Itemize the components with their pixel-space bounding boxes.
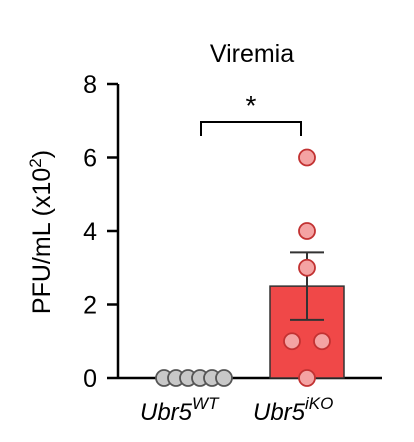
data-point-1-4 — [313, 332, 331, 351]
y-axis-label-main: PFU/mL (x10 — [28, 168, 56, 314]
y-tick-label-2: 4 — [83, 218, 97, 246]
data-point-1-0 — [298, 148, 316, 167]
category-1-sup: iKO — [305, 394, 333, 413]
significance-bracket: * — [200, 90, 302, 136]
data-point-0-5 — [215, 369, 233, 387]
category-label-1: Ubr5iKO — [253, 394, 333, 426]
data-point-1-1 — [298, 222, 316, 240]
data-point-1-3 — [283, 332, 301, 351]
y-axis-label: PFU/mL (x102) — [26, 150, 56, 314]
data-point-1-2 — [298, 258, 316, 277]
category-0-base: Ubr5 — [140, 399, 193, 426]
y-tick-label-0: 0 — [83, 365, 97, 393]
y-tick-label-3: 6 — [83, 145, 97, 173]
significance-star: * — [246, 90, 257, 121]
category-0-sup: WT — [192, 394, 220, 413]
category-label-0: Ubr5WT — [140, 394, 220, 426]
y-tick-label-4: 8 — [83, 71, 97, 99]
y-axis-label-exponent: 2 — [26, 158, 45, 167]
y-tick-label-1: 2 — [83, 292, 97, 320]
data-point-1-5 — [298, 369, 316, 387]
bracket-line — [200, 121, 302, 136]
chart-title: Viremia — [210, 40, 294, 68]
y-axis-label-close: ) — [28, 150, 56, 158]
category-1-base: Ubr5 — [253, 399, 306, 426]
y-axis: 0 2 4 6 8 — [83, 71, 120, 393]
